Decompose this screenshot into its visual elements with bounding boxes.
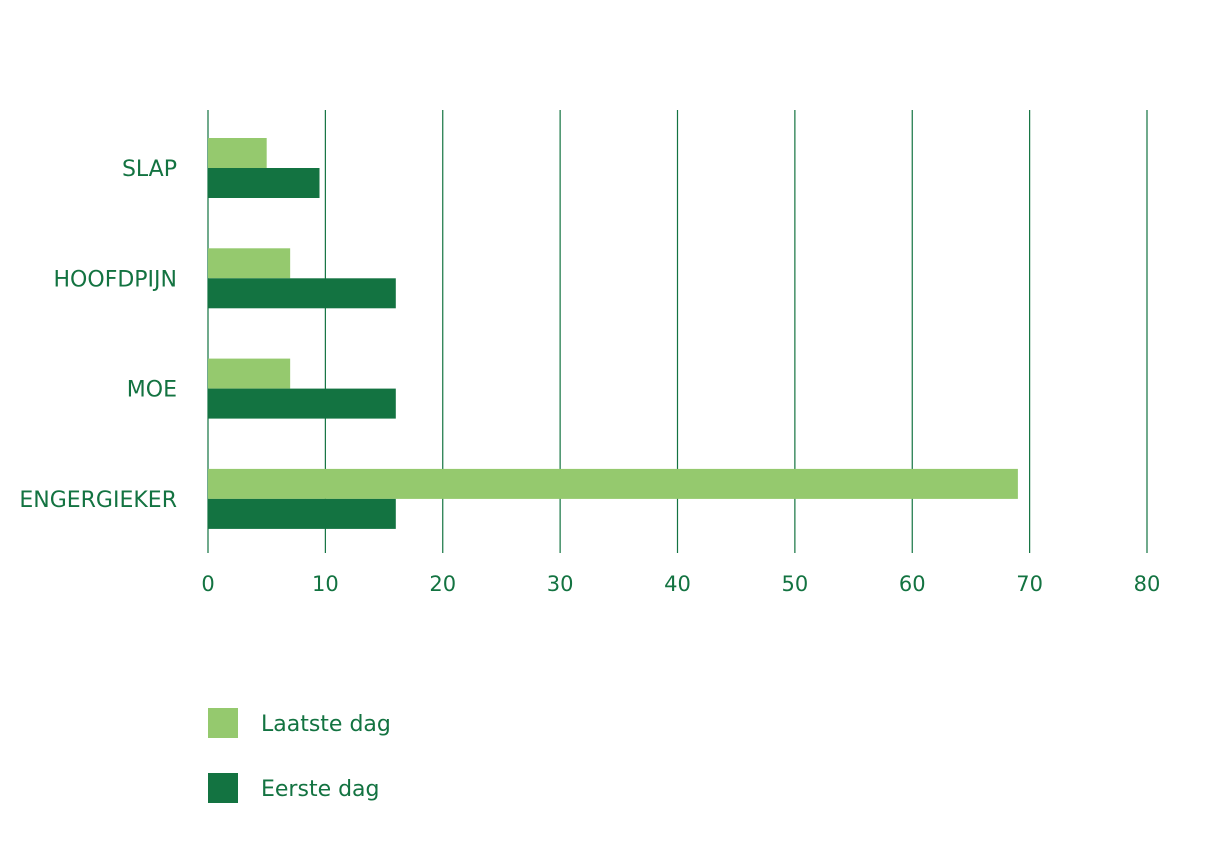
legend-swatch	[208, 708, 238, 738]
x-tick-label: 10	[312, 572, 339, 596]
x-tick-label: 0	[201, 572, 214, 596]
legend-label: Laatste dag	[261, 712, 391, 737]
bar-eerste-dag	[208, 498, 396, 529]
category-label: MOE	[127, 378, 177, 403]
category-label: SLAP	[122, 157, 177, 182]
bar-laatste-dag	[208, 358, 291, 389]
grid-lines	[207, 110, 1148, 553]
x-tick-label: 40	[664, 572, 691, 596]
x-tick-label: 30	[547, 572, 574, 596]
x-tick-label: 70	[1016, 572, 1043, 596]
bar-eerste-dag	[208, 388, 396, 419]
legend-swatch	[208, 773, 238, 803]
x-tick-label: 50	[782, 572, 809, 596]
category-labels: SLAP HOOFDPIJN MOE ENGERGIEKER	[19, 157, 177, 513]
bar-laatste-dag	[208, 138, 267, 168]
bar-laatste-dag	[208, 468, 1018, 499]
bars	[208, 138, 1018, 529]
category-label: ENGERGIEKER	[19, 488, 177, 513]
x-tick-label: 20	[429, 572, 456, 596]
x-tick-label: 60	[899, 572, 926, 596]
legend-label: Eerste dag	[261, 777, 380, 802]
category-label: HOOFDPIJN	[54, 267, 177, 292]
x-tick-label: 80	[1134, 572, 1161, 596]
bar-eerste-dag	[208, 168, 320, 198]
legend: Laatste dag Eerste dag	[208, 708, 391, 803]
bar-laatste-dag	[208, 248, 291, 279]
x-axis-tick-labels: 0 10 20 30 40 50 60 70 80	[201, 572, 1160, 596]
bar-eerste-dag	[208, 278, 396, 309]
